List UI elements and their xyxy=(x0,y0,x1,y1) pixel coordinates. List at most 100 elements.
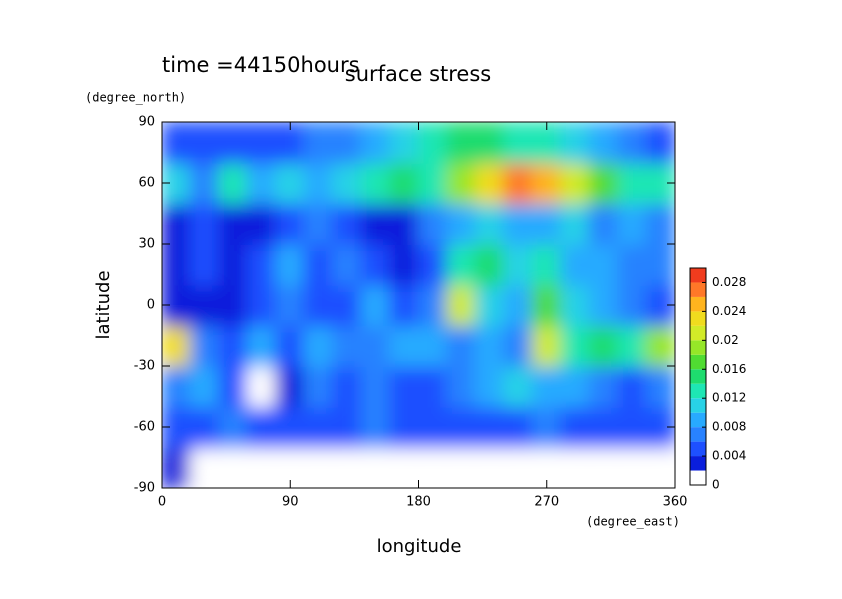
field-cell xyxy=(645,365,675,408)
field-cell xyxy=(303,365,334,408)
field-cell xyxy=(417,243,448,286)
field-cell xyxy=(303,405,334,449)
field-cell xyxy=(189,243,220,286)
field-cell xyxy=(474,202,505,245)
field-cell xyxy=(588,243,619,286)
field-cell xyxy=(246,122,277,164)
field-cell xyxy=(303,122,334,164)
field-cell xyxy=(360,324,391,367)
colorbar-tick-label: 0.004 xyxy=(712,449,746,463)
field-cell xyxy=(560,202,591,245)
field-cell xyxy=(189,283,220,327)
y-tick-label: 30 xyxy=(138,237,155,252)
field-cell xyxy=(531,283,562,327)
field-cell xyxy=(389,405,420,449)
field-cell xyxy=(189,365,220,408)
field-cell xyxy=(560,365,591,408)
field-cell xyxy=(389,243,420,286)
colorbar-band xyxy=(690,354,706,370)
y-unit: (degree_north) xyxy=(85,91,186,105)
field-cell xyxy=(275,405,306,449)
field-cell xyxy=(417,202,448,245)
field-cell xyxy=(474,122,505,164)
field-cell xyxy=(332,405,363,449)
field-cell xyxy=(332,243,363,286)
field-cell xyxy=(503,446,534,488)
field-cell xyxy=(218,324,249,367)
colorbar-tick-label: 0.02 xyxy=(712,333,739,347)
y-tick-label: -90 xyxy=(134,481,155,496)
y-axis-label: latitude xyxy=(93,270,114,339)
field-cell xyxy=(218,202,249,245)
field-cell xyxy=(332,283,363,327)
field-cell xyxy=(446,243,477,286)
field-cell xyxy=(218,243,249,286)
field-cell xyxy=(389,161,420,205)
field-cell xyxy=(588,324,619,367)
field-cell xyxy=(417,283,448,327)
field-cell xyxy=(588,122,619,164)
field-cell xyxy=(332,365,363,408)
field-cell xyxy=(332,324,363,367)
field-cell xyxy=(162,243,192,286)
field-cell xyxy=(189,446,220,488)
colorbar-band xyxy=(690,383,706,399)
field-cell xyxy=(303,243,334,286)
field-cell xyxy=(446,324,477,367)
field-cell xyxy=(588,161,619,205)
x-tick-label: 270 xyxy=(534,495,559,510)
field-cell xyxy=(417,405,448,449)
field xyxy=(162,122,675,488)
x-tick-label: 90 xyxy=(282,495,299,510)
colorbar-band xyxy=(690,470,706,485)
field-cell xyxy=(503,161,534,205)
field-cell xyxy=(246,405,277,449)
field-cell xyxy=(189,122,220,164)
field-cell xyxy=(246,283,277,327)
field-cell xyxy=(531,202,562,245)
field-cell xyxy=(246,446,277,488)
field-cell xyxy=(503,365,534,408)
field-cell xyxy=(360,161,391,205)
field-cell xyxy=(275,365,306,408)
colorbar-tick-label: 0 xyxy=(712,478,720,492)
field-cell xyxy=(531,243,562,286)
field-cell xyxy=(417,365,448,408)
field-cell xyxy=(588,283,619,327)
field-cell xyxy=(275,283,306,327)
field-cell xyxy=(360,202,391,245)
field-cell xyxy=(389,446,420,488)
field-cell xyxy=(246,161,277,205)
colorbar-band xyxy=(690,369,706,384)
field-cell xyxy=(275,243,306,286)
field-cell xyxy=(531,161,562,205)
field-cell xyxy=(275,202,306,245)
field-cell xyxy=(560,446,591,488)
field-cell xyxy=(246,324,277,367)
annotation: time =44150hours xyxy=(162,53,360,77)
field-cell xyxy=(360,243,391,286)
field-cell xyxy=(645,324,675,367)
field-cell xyxy=(246,202,277,245)
colorbar-band xyxy=(690,398,706,413)
field-cell xyxy=(617,202,648,245)
field-cell xyxy=(189,202,220,245)
field-cell xyxy=(303,283,334,327)
field-cell xyxy=(162,446,192,488)
field-cell xyxy=(218,446,249,488)
colorbar-band xyxy=(690,456,706,471)
y-tick-label: -60 xyxy=(134,420,155,435)
field-cell xyxy=(645,243,675,286)
field-cell xyxy=(560,283,591,327)
field-cell xyxy=(446,365,477,408)
y-tick-label: -30 xyxy=(134,359,155,374)
field-cell xyxy=(417,122,448,164)
field-cell xyxy=(332,446,363,488)
field-cell xyxy=(474,405,505,449)
field-cell xyxy=(645,122,675,164)
field-cell xyxy=(588,446,619,488)
field-cell xyxy=(389,122,420,164)
field-cell xyxy=(617,243,648,286)
field-cell xyxy=(417,446,448,488)
field-cell xyxy=(588,202,619,245)
